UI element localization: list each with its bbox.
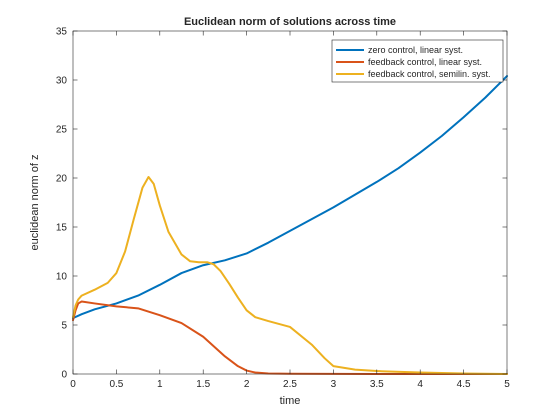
y-tick-label: 15: [56, 223, 68, 234]
y-tick-label: 20: [56, 174, 68, 185]
series-line-2: [72, 176, 508, 375]
axes-layer: 0 0.5 1 1.5 2 2.5 3 3.5 4 4.5 5 0 5 10 15 20 25 30 35: [56, 27, 510, 391]
x-tick-label: 3.5: [370, 379, 384, 390]
y-tick-label: 5: [61, 321, 67, 332]
x-tick-label: 2: [244, 379, 250, 390]
legend-label-2: feedback control, semilin. syst.: [368, 69, 491, 79]
y-axis-label: euclidean norm of z: [29, 155, 41, 251]
y-tick-label: 35: [56, 27, 68, 38]
legend-label-1: feedback control, linear syst.: [368, 57, 482, 67]
x-tick-label: 0: [70, 379, 76, 390]
x-axis-label: time: [280, 395, 301, 407]
y-tick-label: 10: [56, 272, 68, 283]
x-tick-label: 4.5: [457, 379, 471, 390]
y-tick-label: 30: [56, 76, 68, 87]
chart-title: Euclidean norm of solutions across time: [184, 16, 396, 28]
series-line-0: [72, 75, 508, 320]
x-tick-label: 0.5: [109, 379, 123, 390]
y-tick-label: 25: [56, 125, 68, 136]
x-tick-label: 2.5: [283, 379, 297, 390]
y-tick-label: 0: [61, 370, 67, 381]
legend-label-0: zero control, linear syst.: [368, 45, 463, 55]
plot-area: [73, 31, 507, 374]
x-tick-label: 1: [157, 379, 163, 390]
x-tick-label: 1.5: [196, 379, 210, 390]
x-tick-label: 5: [504, 379, 510, 390]
legend: zero control, linear syst. feedback contr…: [331, 39, 504, 83]
x-tick-label: 3: [331, 379, 337, 390]
x-tick-label: 4: [417, 379, 423, 390]
